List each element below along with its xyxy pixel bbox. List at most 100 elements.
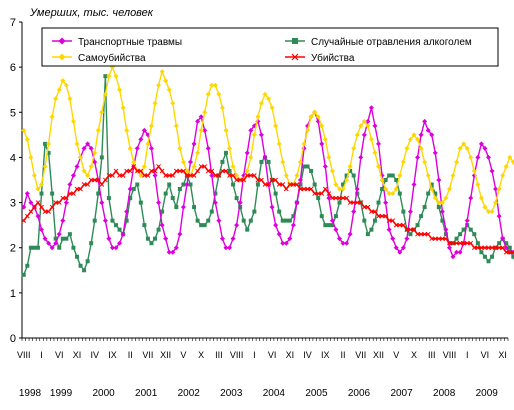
data-point — [106, 196, 111, 201]
data-point — [156, 164, 161, 169]
x-tick-label: X — [198, 350, 204, 360]
data-point — [216, 91, 222, 97]
data-point — [496, 245, 502, 251]
data-point — [269, 204, 275, 210]
data-point — [195, 150, 201, 156]
data-point — [404, 227, 410, 233]
data-point — [493, 200, 499, 206]
data-point — [407, 136, 413, 142]
data-point — [85, 182, 90, 187]
data-point — [106, 236, 112, 242]
data-point — [131, 164, 137, 169]
x-axis: VIII I VI XI IV IX II VII XII V X III VIII I VI XI IV IX I… — [17, 337, 509, 399]
data-point — [188, 159, 194, 165]
data-point — [92, 150, 98, 156]
data-point — [464, 218, 470, 224]
data-point — [25, 263, 30, 268]
data-point — [440, 218, 445, 223]
data-point — [120, 173, 126, 178]
data-point — [220, 159, 225, 164]
data-point — [117, 173, 122, 178]
data-point — [42, 209, 48, 214]
x-tick-label: VII — [355, 350, 366, 360]
data-point — [71, 191, 76, 196]
data-point — [103, 74, 108, 79]
data-point — [312, 182, 317, 187]
x-tick-label: IV — [303, 350, 312, 360]
data-point — [50, 191, 55, 196]
data-point — [241, 177, 247, 183]
data-point — [393, 186, 399, 192]
data-point — [78, 154, 84, 160]
y-tick-label: 0 — [10, 333, 16, 345]
data-point — [507, 154, 513, 160]
data-point — [35, 200, 41, 205]
data-point — [386, 218, 392, 223]
data-point — [400, 159, 406, 165]
data-point — [283, 240, 289, 246]
data-point — [35, 213, 41, 219]
data-point — [63, 195, 69, 201]
data-point — [503, 163, 509, 169]
data-point — [85, 259, 90, 264]
data-point — [88, 163, 94, 169]
year-label: 1999 — [50, 388, 73, 399]
data-point — [368, 136, 374, 142]
data-point — [280, 218, 285, 223]
year-label: 2007 — [390, 388, 413, 399]
legend-item: Убийства — [285, 52, 355, 64]
data-point — [478, 195, 484, 201]
data-point — [280, 240, 286, 246]
data-point — [372, 218, 377, 223]
data-point — [262, 91, 268, 97]
data-point — [248, 218, 253, 223]
data-point — [401, 209, 406, 214]
data-point — [436, 236, 442, 242]
data-point — [220, 168, 225, 174]
data-point — [347, 200, 353, 205]
data-point — [450, 240, 456, 246]
data-point — [485, 154, 491, 160]
data-point — [184, 173, 190, 178]
data-point — [212, 82, 218, 88]
data-point — [160, 209, 165, 214]
data-point — [113, 73, 119, 79]
data-point — [258, 132, 264, 138]
data-point — [358, 200, 364, 205]
data-point — [67, 96, 73, 102]
data-point — [504, 241, 509, 246]
year-label: 2004 — [263, 388, 286, 399]
data-point — [195, 218, 200, 223]
data-point — [198, 164, 204, 169]
y-tick-label: 5 — [10, 107, 16, 119]
legend-item: Случайные отравления алкоголем — [285, 37, 472, 48]
data-point — [173, 168, 179, 174]
data-point — [223, 168, 229, 174]
data-point — [479, 245, 484, 251]
data-point — [323, 223, 328, 228]
data-point — [436, 205, 441, 210]
data-point — [46, 150, 51, 155]
data-point — [386, 191, 392, 197]
x-tick-label: I — [253, 350, 256, 360]
data-point — [500, 236, 506, 242]
y-tick-label: 3 — [10, 198, 16, 210]
data-point — [148, 145, 154, 151]
x-tick-label: II — [128, 350, 133, 360]
data-point — [248, 154, 254, 160]
data-point — [99, 200, 105, 206]
data-point — [174, 205, 179, 210]
data-point — [387, 173, 392, 178]
data-point — [153, 236, 158, 241]
data-point — [482, 245, 488, 251]
data-point — [74, 186, 80, 192]
data-point — [341, 182, 346, 187]
data-point — [315, 191, 321, 196]
data-point — [131, 187, 136, 192]
legend: Транспортные травмы Случайные отравления … — [41, 27, 499, 67]
data-point — [39, 182, 45, 188]
data-point — [269, 177, 275, 183]
data-point — [486, 245, 491, 251]
data-point — [326, 154, 332, 160]
